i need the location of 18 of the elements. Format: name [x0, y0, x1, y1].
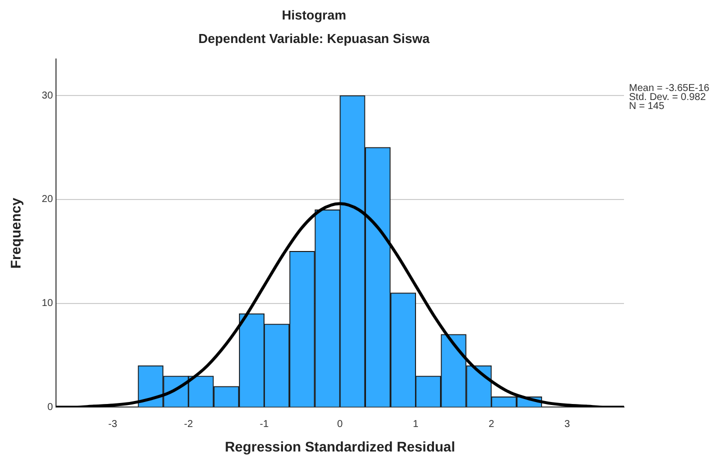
x-tick-label: 1 — [412, 418, 419, 430]
chart-subtitle: Dependent Variable: Kepuasan Siswa — [198, 30, 430, 46]
y-tick-label: 0 — [47, 402, 54, 413]
x-tick-label: -1 — [260, 418, 270, 430]
y-axis-title: Frequency — [7, 198, 24, 269]
x-tick-label: -2 — [184, 418, 194, 430]
y-tick-label: 30 — [42, 90, 54, 102]
text: Mean = -3.65E-16 — [629, 82, 710, 94]
x-tick-label: 3 — [564, 418, 570, 430]
text: Std. Dev. = 0.982 — [629, 92, 706, 103]
chart-title: Histogram — [282, 7, 346, 22]
y-tick-label: 10 — [42, 298, 54, 310]
x-tick-label: -3 — [108, 418, 118, 430]
x-tick-label: 0 — [337, 418, 344, 430]
text: N = 145 — [629, 100, 665, 112]
y-tick-label: 20 — [42, 194, 54, 206]
x-tick-label: 2 — [488, 418, 495, 430]
x-axis-title: Regression Standardized Residual — [224, 438, 456, 454]
